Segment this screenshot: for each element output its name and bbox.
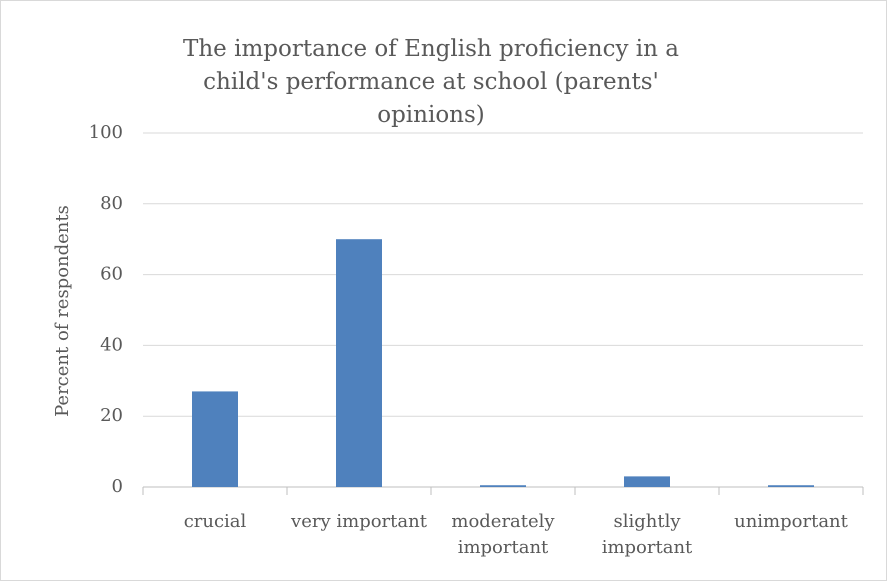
- bar: [192, 391, 238, 487]
- y-tick-label: 60: [100, 264, 123, 285]
- x-tick-label: unimportant: [734, 511, 848, 532]
- x-tick-label: slightly important: [601, 511, 693, 558]
- y-tick-label: 20: [100, 405, 123, 426]
- bar: [480, 485, 526, 487]
- y-tick-label: 80: [100, 193, 123, 214]
- y-tick-label: 40: [100, 334, 123, 355]
- bar: [336, 239, 382, 487]
- chart-title: The importance of English proficiency in…: [183, 36, 679, 128]
- x-tick-label: moderately important: [451, 511, 555, 558]
- x-tick-label: crucial: [183, 511, 247, 532]
- y-axis-label: Percent of respondents: [52, 205, 73, 417]
- bar: [768, 485, 814, 487]
- x-tick-label: very important: [291, 511, 427, 532]
- y-tick-label: 100: [89, 122, 123, 143]
- bar: [624, 476, 670, 487]
- y-tick-label: 0: [112, 476, 123, 497]
